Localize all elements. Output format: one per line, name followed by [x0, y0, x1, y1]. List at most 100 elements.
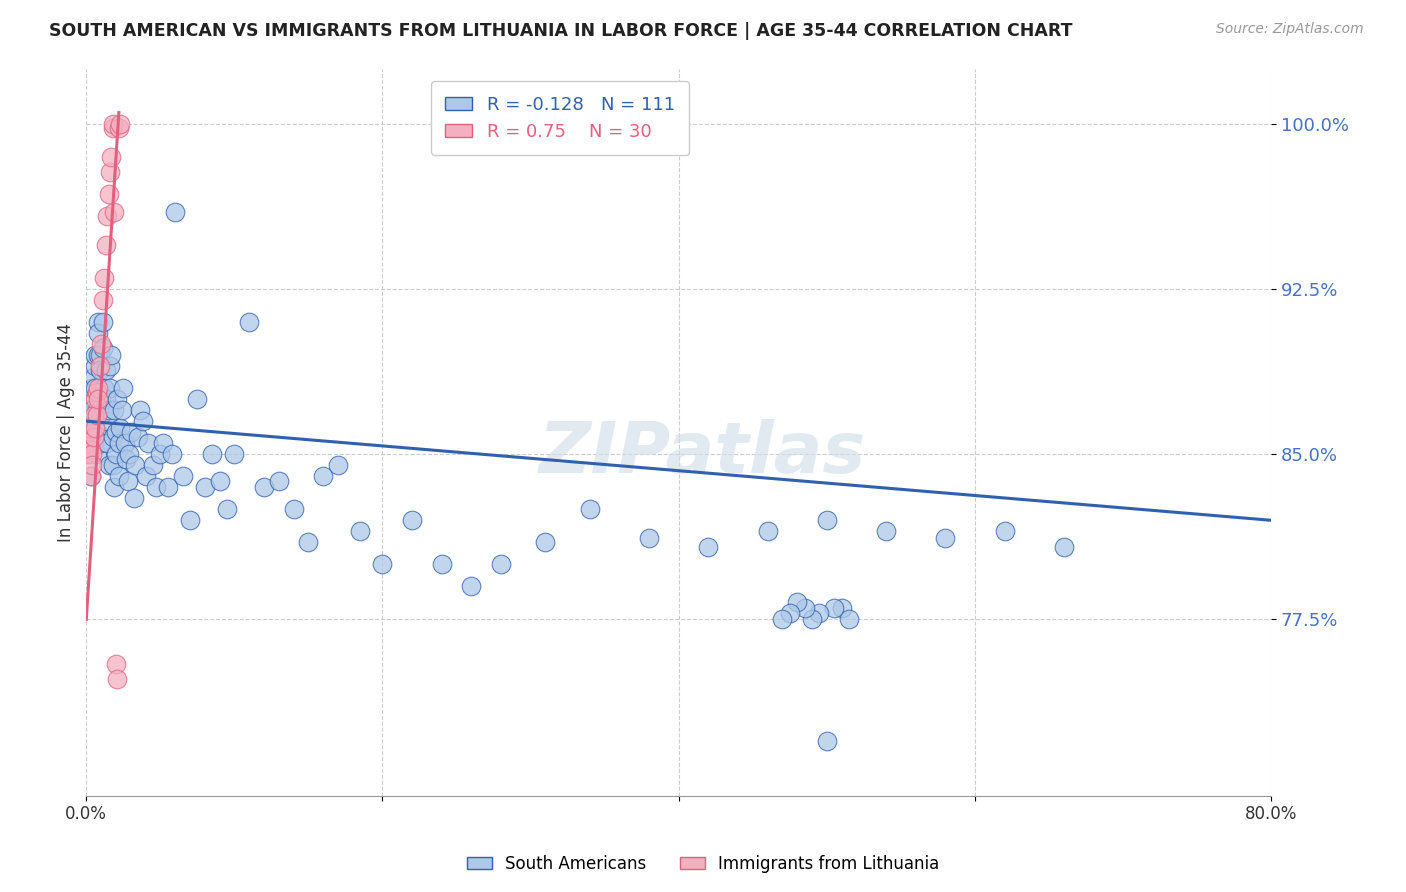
Point [179, 513, 201, 527]
Point [801, 612, 824, 626]
Point [76, 447, 98, 461]
Point [80, 469, 103, 483]
Point [87, 315, 110, 329]
Point [101, 117, 124, 131]
Point [100, 150, 122, 164]
Point [108, 436, 131, 450]
Point [127, 429, 149, 443]
Legend: R = -0.128   N = 111, R = 0.75    N = 30: R = -0.128 N = 111, R = 0.75 N = 30 [432, 81, 689, 155]
Point [831, 601, 853, 615]
Point [89, 363, 111, 377]
Point [283, 502, 305, 516]
Point [94, 237, 117, 252]
Point [156, 480, 179, 494]
Point [80, 469, 103, 483]
Point [793, 601, 815, 615]
Point [101, 121, 124, 136]
Point [460, 579, 482, 593]
Point [779, 606, 801, 620]
Point [838, 612, 860, 626]
Point [534, 535, 557, 549]
Point [326, 458, 349, 473]
Point [145, 480, 167, 494]
Point [194, 480, 217, 494]
Point [815, 513, 838, 527]
Point [77, 425, 100, 439]
Point [97, 458, 120, 473]
Point [297, 535, 319, 549]
Point [84, 359, 107, 373]
Point [82, 392, 104, 406]
Point [114, 436, 136, 450]
Point [83, 436, 105, 450]
Point [86, 447, 108, 461]
Point [312, 469, 335, 483]
Point [93, 403, 115, 417]
Point [89, 359, 111, 373]
Point [96, 414, 118, 428]
Point [83, 408, 105, 422]
Point [489, 558, 512, 572]
Point [98, 359, 121, 373]
Legend: South Americans, Immigrants from Lithuania: South Americans, Immigrants from Lithuan… [460, 848, 946, 880]
Point [101, 458, 124, 473]
Point [82, 403, 104, 417]
Point [84, 392, 107, 406]
Point [97, 187, 120, 202]
Point [579, 502, 602, 516]
Point [152, 436, 174, 450]
Point [638, 531, 661, 545]
Point [76, 436, 98, 450]
Point [87, 348, 110, 362]
Point [89, 348, 111, 362]
Point [770, 612, 793, 626]
Point [83, 370, 105, 384]
Point [224, 447, 246, 461]
Point [430, 558, 453, 572]
Point [86, 408, 108, 422]
Point [110, 117, 132, 131]
Point [808, 606, 831, 620]
Point [934, 531, 956, 545]
Point [103, 480, 125, 494]
Point [149, 447, 172, 461]
Point [96, 209, 118, 223]
Point [756, 524, 779, 539]
Point [104, 657, 127, 671]
Point [87, 381, 110, 395]
Point [993, 524, 1015, 539]
Point [91, 342, 114, 356]
Point [786, 595, 808, 609]
Point [165, 204, 187, 219]
Point [253, 480, 276, 494]
Point [94, 363, 117, 377]
Point [83, 425, 105, 439]
Point [267, 474, 290, 488]
Point [112, 381, 135, 395]
Point [91, 293, 114, 307]
Point [124, 458, 146, 473]
Text: ZIPatlas: ZIPatlas [538, 419, 866, 489]
Point [111, 403, 134, 417]
Point [86, 425, 108, 439]
Point [371, 558, 394, 572]
Point [90, 408, 112, 422]
Point [100, 348, 122, 362]
Point [96, 436, 118, 450]
Text: SOUTH AMERICAN VS IMMIGRANTS FROM LITHUANIA IN LABOR FORCE | AGE 35-44 CORRELATI: SOUTH AMERICAN VS IMMIGRANTS FROM LITHUA… [49, 22, 1073, 40]
Point [84, 348, 107, 362]
Point [93, 381, 115, 395]
Point [108, 469, 131, 483]
Point [128, 403, 150, 417]
Point [131, 414, 153, 428]
Point [142, 458, 165, 473]
Point [215, 502, 238, 516]
Point [105, 672, 128, 686]
Point [108, 121, 131, 136]
Point [90, 337, 112, 351]
Point [104, 425, 127, 439]
Point [1053, 540, 1076, 554]
Point [83, 429, 105, 443]
Point [87, 326, 110, 340]
Point [172, 469, 194, 483]
